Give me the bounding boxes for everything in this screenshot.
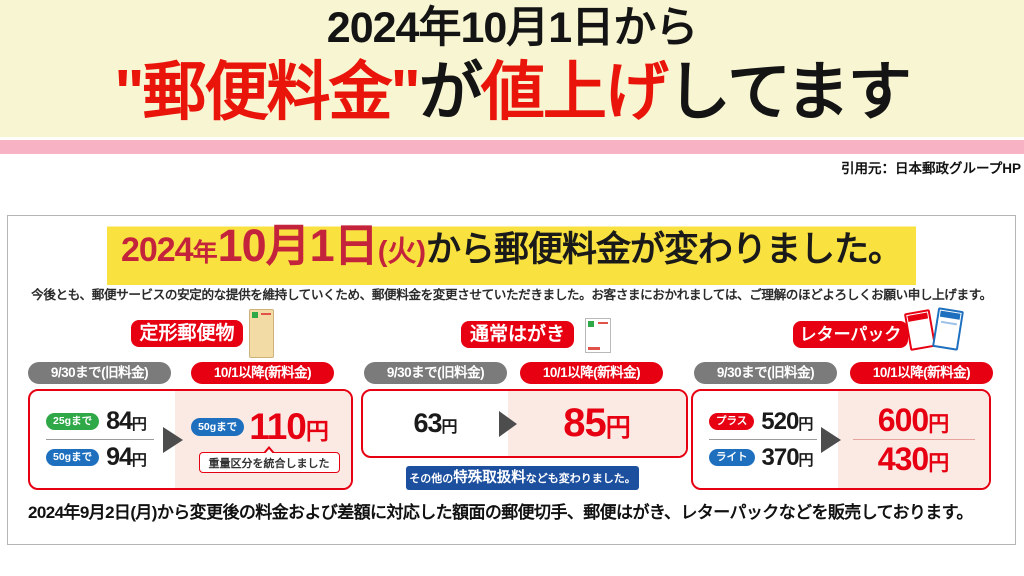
old-price-postcard: 63円 — [363, 391, 508, 456]
old-price-label-2: 9/30まで(旧料金) — [364, 362, 507, 384]
special-handling-note: その他の特殊取扱料なども変わりました。 — [406, 466, 639, 490]
price-row: プラス 520円 — [709, 407, 838, 435]
notice-graphic: 2024年10月1日(火)から郵便料金が変わりました。 今後とも、郵便サービスの… — [7, 215, 1016, 545]
new-price-600: 600円 — [877, 402, 950, 438]
lite-tag: ライト — [709, 448, 755, 467]
old-prices-standard: 25gまで 84円 50gまで 94円 — [30, 391, 175, 488]
price-row: 600円 — [878, 404, 949, 436]
price-row: ライト 370円 — [709, 443, 838, 471]
new-price-label-3: 10/1以降(新料金) — [850, 362, 993, 384]
right-arrow-icon — [163, 426, 183, 453]
new-prices-letterpack: 600円 430円 — [838, 391, 989, 488]
notice-headline: 2024年10月1日(火)から郵便料金が変わりました。 — [8, 218, 1015, 285]
banner-line2: "郵便料金"が値上げしてます — [0, 53, 1024, 131]
old-prices-letterpack: プラス 520円 ライト 370円 — [693, 391, 838, 488]
postage-mark — [261, 313, 271, 315]
notice-description: 今後とも、郵便サービスの安定的な提供を維持していくため、郵便料金を変更させていた… — [31, 288, 992, 302]
price-panel-postcard: 63円 85円 — [361, 389, 688, 458]
zipcode-boxes — [588, 347, 600, 350]
headline-highlight: 2024年10月1日(火)から郵便料金が変わりました。 — [106, 218, 917, 285]
postcard-icon — [585, 318, 611, 353]
row-divider — [709, 439, 817, 440]
weight-tag-50g: 50gまで — [191, 418, 245, 436]
old-price-label-1: 9/30まで(旧料金) — [28, 362, 171, 384]
section-title-postcard: 通常はがき — [461, 321, 574, 348]
headline-date: 10月1日 — [217, 220, 379, 271]
old-price-520: 520円 — [761, 407, 814, 435]
new-price-85: 85円 — [563, 401, 631, 445]
banner-line2-red2: 値上げ — [480, 56, 669, 128]
banner-line2-black2: してます — [666, 56, 912, 128]
weight-tag-25g: 25gまで — [46, 412, 100, 431]
new-price-postcard: 85円 — [508, 391, 686, 456]
price-row: 50gまで 94円 — [46, 443, 175, 471]
banner-line2-black1: が — [418, 56, 483, 128]
price-row: 50gまで 110円 — [191, 406, 329, 448]
headline-year-kanji: 年 — [192, 239, 218, 267]
row-divider — [46, 439, 154, 440]
weight-tag-50g: 50gまで — [46, 448, 100, 467]
headline-rest: から郵便料金が変わりました。 — [426, 230, 903, 269]
envelope-icon — [249, 309, 274, 358]
section-title-standard-mail: 定形郵便物 — [131, 320, 243, 347]
old-price-370: 370円 — [761, 443, 814, 471]
old-price-63: 63円 — [413, 408, 458, 438]
new-price-standard: 50gまで 110円 重量区分を統合しました — [175, 391, 351, 488]
price-row: 25gまで 84円 — [46, 407, 175, 435]
old-price-94: 94円 — [106, 443, 147, 471]
headline-year-num: 2024 — [120, 231, 194, 269]
section-title-letterpack: レターパック — [793, 321, 908, 348]
new-price-label-1: 10/1以降(新料金) — [191, 362, 334, 384]
title-banner: 2024年10月1日から "郵便料金"が値上げしてます — [0, 0, 1024, 137]
letterpack-icons — [903, 307, 971, 361]
new-price-430: 430円 — [877, 441, 950, 477]
old-price-label-3: 9/30まで(旧料金) — [694, 362, 837, 384]
banner-line2-red1: "郵便料金" — [114, 56, 421, 128]
postage-mark — [598, 322, 608, 324]
banner-line1: 2024年10月1日から — [326, 4, 698, 52]
row-divider — [852, 439, 975, 440]
stamp-mark — [252, 312, 258, 318]
note-bubble: 重量区分を統合しました — [198, 446, 340, 473]
citation-source: 引用元：日本郵政グループHP — [841, 161, 1021, 176]
plus-tag: プラス — [709, 412, 755, 431]
sales-start-note: 2024年9月2日(月)から変更後の料金および差額に対応した額面の郵便切手、郵便… — [28, 503, 973, 522]
price-row: 430円 — [878, 443, 949, 475]
price-panel-standard-mail: 25gまで 84円 50gまで 94円 50gまで 110円 重量区分を統合しま… — [28, 389, 353, 490]
right-arrow-icon — [499, 410, 517, 437]
price-panel-letterpack: プラス 520円 ライト 370円 600円 430円 — [691, 389, 991, 490]
new-price-label-2: 10/1以降(新料金) — [520, 362, 663, 384]
letterpack-lite-icon — [932, 307, 964, 351]
headline-weekday: (火) — [377, 236, 427, 268]
stamp-mark — [588, 321, 594, 327]
new-price-110: 110円 — [249, 406, 329, 447]
pink-divider — [0, 140, 1024, 154]
old-price-84: 84円 — [106, 407, 147, 435]
right-arrow-icon — [821, 426, 841, 453]
